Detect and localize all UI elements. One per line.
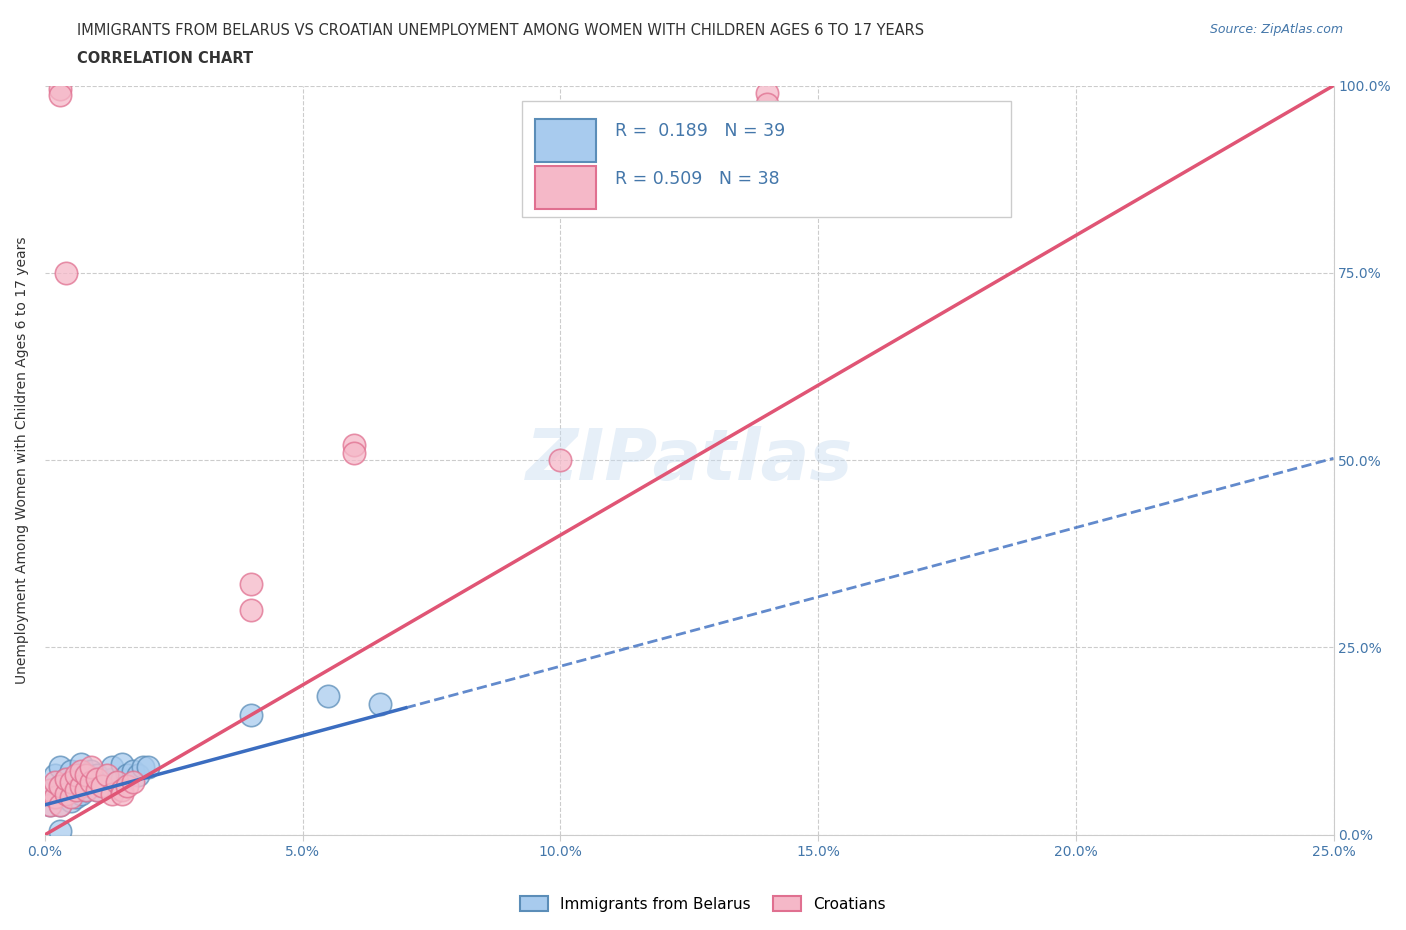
Point [105,775,128,790]
Point [86,782,108,797]
Point [105,775,128,790]
Point [65,775,87,790]
Point [550,453,572,468]
Point [101,771,124,786]
Point [44,767,66,782]
Point [55,771,77,786]
Point [39,797,62,812]
Point [44,790,66,804]
Point [86,767,108,782]
Point [75,767,97,782]
Point [117,778,139,793]
Point [49,760,72,775]
Point [111,756,134,771]
Point [75,782,97,797]
Point [111,782,134,797]
Text: IMMIGRANTS FROM BELARUS VS CROATIAN UNEMPLOYMENT AMONG WOMEN WITH CHILDREN AGES : IMMIGRANTS FROM BELARUS VS CROATIAN UNEM… [77,23,925,38]
Text: CORRELATION CHART: CORRELATION CHART [77,51,253,66]
Point [49,797,72,812]
Point [49,82,72,97]
Point [44,790,66,804]
Point [65,790,87,804]
Point [121,764,143,778]
Point [121,775,143,790]
Point [49,778,72,793]
Point [49,824,72,839]
Point [49,778,72,793]
Point [343,438,366,453]
Point [70,778,93,793]
Point [240,577,263,591]
Point [318,689,340,704]
Point [55,786,77,801]
Point [80,760,103,775]
Point [86,782,108,797]
Point [343,445,366,460]
Point [101,786,124,801]
Point [55,265,77,280]
Point [59,793,82,808]
Point [55,771,77,786]
Point [70,771,93,786]
Point [65,782,87,797]
Point [127,767,149,782]
Point [39,782,62,797]
Point [59,764,82,778]
Point [96,767,118,782]
Point [39,782,62,797]
Point [90,775,112,790]
Point [70,786,93,801]
Text: R =  0.189   N = 39: R = 0.189 N = 39 [614,122,785,140]
Text: ZIPatlas: ZIPatlas [526,426,853,495]
FancyBboxPatch shape [534,166,596,209]
Legend: Immigrants from Belarus, Croatians: Immigrants from Belarus, Croatians [515,889,891,918]
Point [368,697,391,711]
FancyBboxPatch shape [522,100,1011,217]
Point [49,797,72,812]
Point [117,767,139,782]
Point [240,603,263,618]
Point [59,775,82,790]
Point [49,87,72,102]
Point [75,782,97,797]
Point [55,786,77,801]
Point [90,778,112,793]
FancyBboxPatch shape [534,118,596,162]
Point [75,767,97,782]
Point [240,708,263,723]
Point [44,775,66,790]
Text: R = 0.509   N = 38: R = 0.509 N = 38 [614,169,779,188]
Point [755,97,778,112]
Y-axis label: Unemployment Among Women with Children Ages 6 to 17 years: Unemployment Among Women with Children A… [15,236,30,684]
Point [70,756,93,771]
Point [59,778,82,793]
Point [132,760,155,775]
Point [111,771,134,786]
Text: Source: ZipAtlas.com: Source: ZipAtlas.com [1209,23,1343,36]
Point [80,764,103,778]
Point [96,778,118,793]
Point [111,786,134,801]
Point [101,760,124,775]
Point [755,86,778,100]
Point [80,775,103,790]
Point [59,790,82,804]
Point [70,764,93,778]
Point [80,778,103,793]
Point [136,760,159,775]
Point [86,771,108,786]
Point [65,767,87,782]
Point [39,797,62,812]
